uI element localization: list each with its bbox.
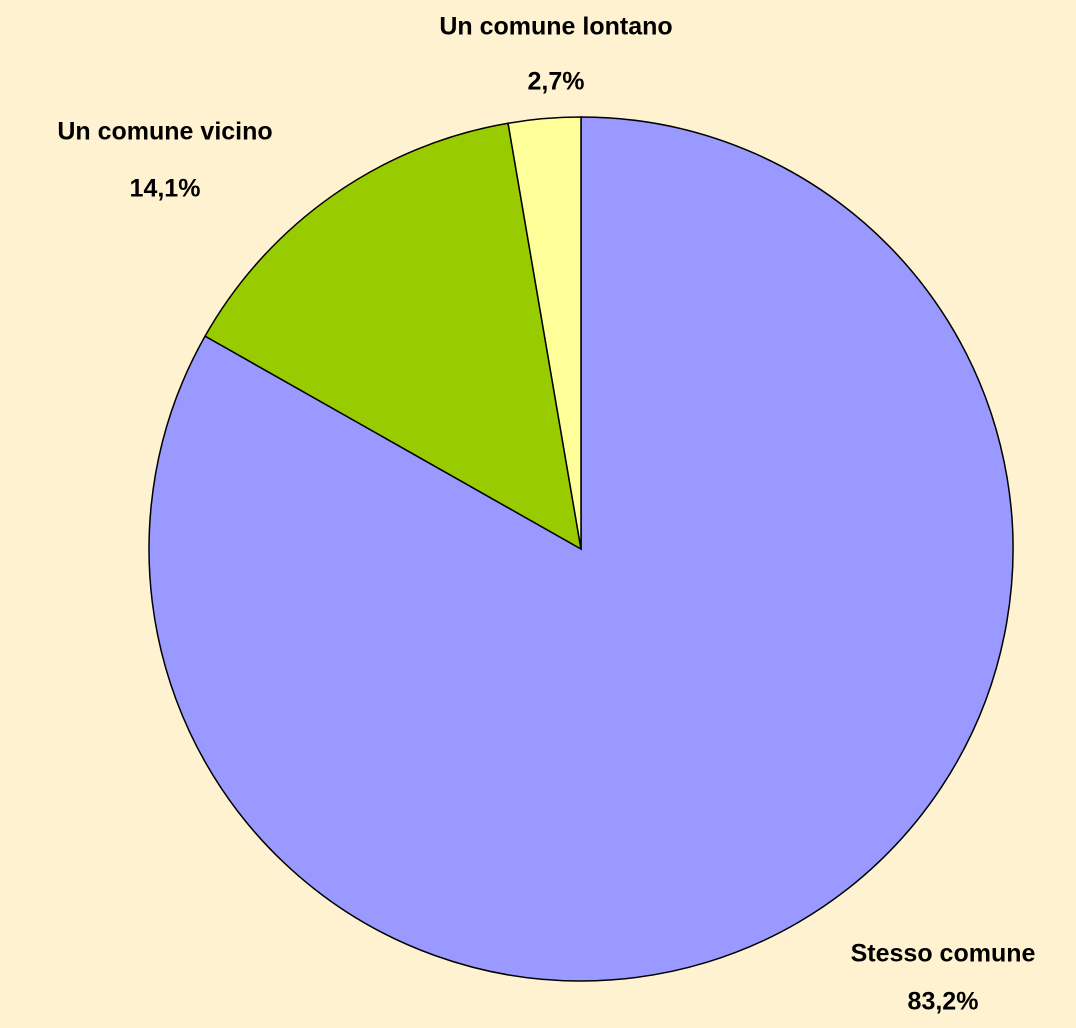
slice-label: Un comune vicino — [57, 118, 272, 146]
pie-slice — [507, 116, 582, 550]
slice-value-label: 2,7% — [528, 68, 585, 96]
slice-label: Un comune lontano — [439, 13, 672, 41]
slice-label: Stesso comune — [851, 940, 1036, 968]
slice-value-label: 14,1% — [130, 175, 201, 203]
pie-slice — [148, 116, 1014, 982]
pie-slice — [204, 122, 583, 551]
slice-value-label: 83,2% — [908, 988, 979, 1016]
